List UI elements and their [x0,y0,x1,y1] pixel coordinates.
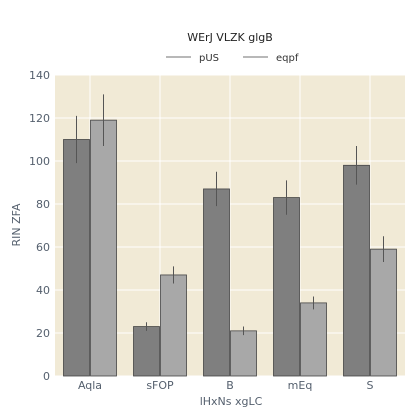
y-tick-label: 140 [29,69,50,82]
x-tick-label: sFOP [146,379,174,392]
y-tick-label: 100 [29,155,50,168]
x-axis-title: lHxNs xgLC [200,395,263,408]
bar-eqpf [230,330,257,377]
x-tick-label: Aqla [78,379,102,392]
bar-eqpf [370,248,397,377]
y-axis-title: RIN ZFA [10,203,23,246]
y-tick-label: 20 [36,327,50,340]
bar-pUS [343,164,370,377]
bar-pUS [203,188,230,377]
bar-pUS [273,197,300,377]
y-tick-label: 40 [36,284,50,297]
x-tick-label: mEq [288,379,313,392]
legend-label-eqpf: eqpf [276,53,299,64]
legend: pUS eqpf [166,53,299,64]
bar-pUS [133,326,160,377]
bar-pUS [63,139,90,377]
y-tick-label: 0 [43,370,50,383]
x-tick-label: B [226,379,234,392]
y-tick-labels: 0 20 40 60 80 100 120 140 [29,69,50,383]
bar-eqpf [300,302,327,377]
legend-label-pUS: pUS [199,53,219,64]
x-tick-label: S [367,379,374,392]
y-tick-label: 80 [36,198,50,211]
bar-eqpf [90,119,117,377]
y-tick-label: 120 [29,112,50,125]
chart-title: WErJ VLZK glgB [187,31,273,44]
bar-eqpf [160,274,187,377]
y-tick-label: 60 [36,241,50,254]
bars [63,94,397,377]
